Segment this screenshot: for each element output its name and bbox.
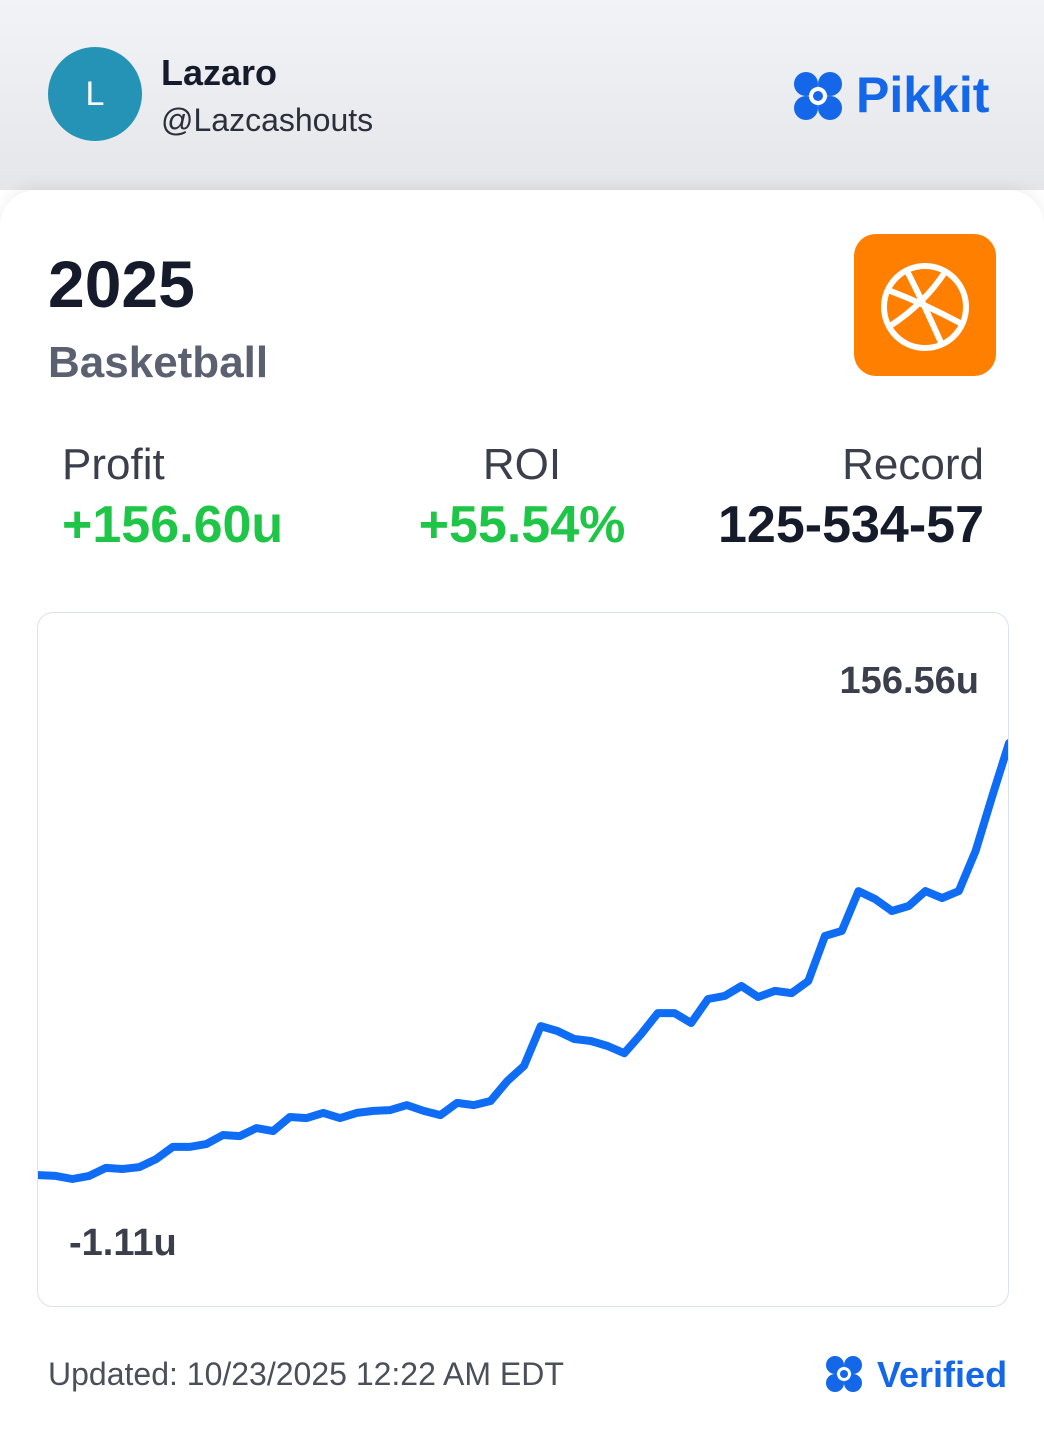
chart-box: 156.56u -1.11u	[37, 612, 1009, 1307]
updated-time: Updated: 10/23/2025 12:22 AM EDT	[48, 1356, 564, 1392]
stat-label: ROI	[482, 440, 562, 489]
avatar[interactable]: L	[48, 47, 142, 141]
brand-name[interactable]: Pikkit	[856, 67, 990, 123]
sport-icon	[854, 234, 996, 376]
brand-logo	[794, 72, 842, 120]
chart: 156.56u -1.11u	[38, 660, 1008, 1264]
stat-value: +156.60u	[62, 496, 284, 554]
verified-icon	[826, 1356, 862, 1392]
stat-value: 125-534-57	[718, 496, 984, 554]
sport: Basketball	[48, 338, 269, 387]
stat-label: Profit	[62, 440, 165, 489]
max-label: 156.56u	[840, 660, 979, 702]
user-name[interactable]: Lazaro	[161, 52, 278, 93]
stat-value: +55.54%	[418, 496, 626, 554]
min-label: -1.11u	[69, 1222, 177, 1264]
user-handle[interactable]: @Lazcashouts	[161, 102, 374, 138]
verified[interactable]: Verified	[877, 1354, 1008, 1395]
year: 2025	[48, 247, 195, 321]
profit-line	[38, 739, 1008, 1183]
stat-label: Record	[842, 440, 984, 489]
